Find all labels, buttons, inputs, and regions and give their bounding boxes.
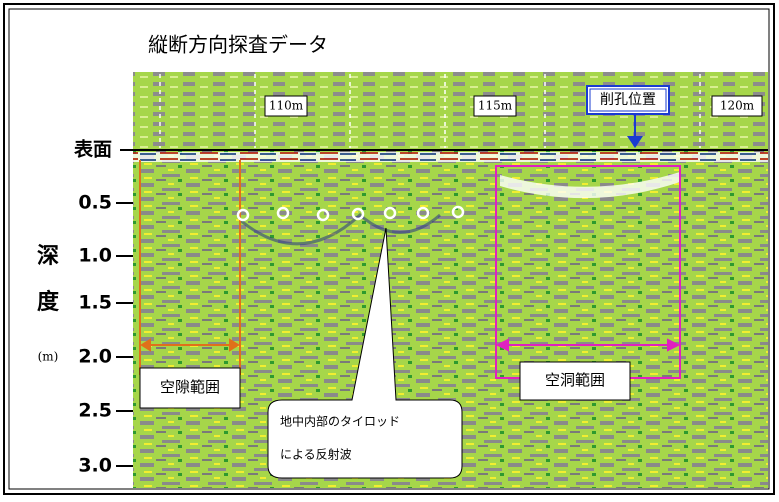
drill-box xyxy=(586,85,670,115)
void-label: 空隙範囲 xyxy=(160,378,220,396)
distance-label: 110m xyxy=(269,99,304,113)
depth-tick-label: 2.5 xyxy=(78,400,112,422)
callout xyxy=(267,227,463,479)
callout-text: による反射波 xyxy=(280,447,352,462)
axis-label: 度 xyxy=(37,289,60,315)
tie-rod-marks xyxy=(236,205,465,222)
depth-tick-label: 0.5 xyxy=(78,192,112,214)
depth-tick-label: 2.0 xyxy=(78,346,112,368)
depth-tick-label: 1.5 xyxy=(78,292,112,314)
axis-unit: (m) xyxy=(38,350,59,364)
drill-box xyxy=(589,88,667,112)
frame xyxy=(3,3,775,495)
callout-text: 地中内部のタイロッド xyxy=(280,414,400,429)
surface-reflection xyxy=(133,152,768,162)
frame xyxy=(8,8,770,490)
distance-label: 115m xyxy=(478,99,513,113)
distance-box xyxy=(711,95,763,117)
void-box xyxy=(139,367,241,409)
cavity-reflection xyxy=(500,172,680,199)
cavity-label: 空洞範囲 xyxy=(545,371,605,389)
depth-tick-label: 1.0 xyxy=(78,245,112,267)
distance-box xyxy=(264,95,308,117)
axis-label: 深 xyxy=(37,243,59,269)
drill-label: 削孔位置 xyxy=(600,92,656,108)
radar-top-strip xyxy=(133,72,768,150)
distance-box xyxy=(473,95,517,117)
drill-arrow xyxy=(627,136,643,148)
surface-label: 表面 xyxy=(74,138,112,161)
distance-label: 120m xyxy=(720,99,755,113)
cavity-range-arrow xyxy=(495,338,681,352)
depth-tick-label: 3.0 xyxy=(78,455,112,477)
title: 縦断方向探査データ xyxy=(148,33,328,57)
void-range-marker xyxy=(139,160,241,375)
cavity-box xyxy=(519,361,631,401)
